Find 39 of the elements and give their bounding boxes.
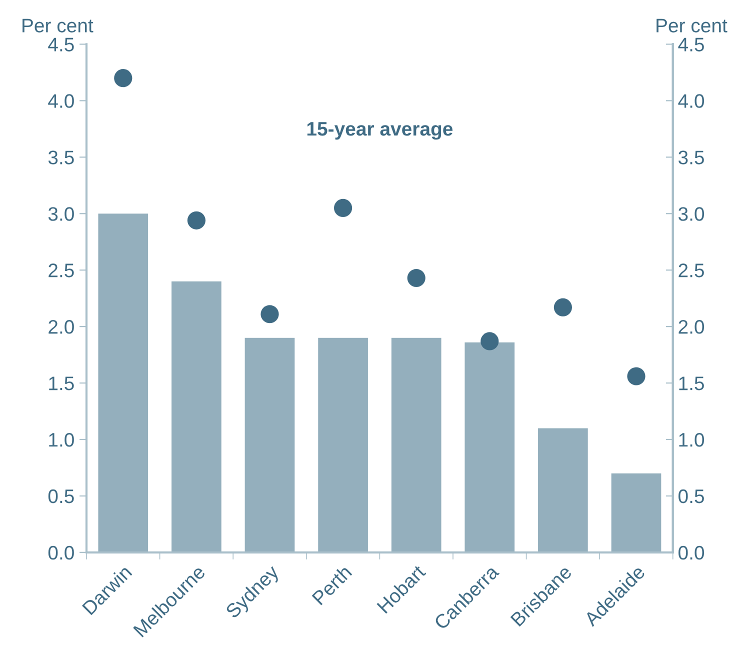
bar [391,338,442,552]
y2-axis-title: Per cent [656,18,728,32]
point [334,198,352,218]
point [260,305,279,324]
y-tick-label: 1.0 [49,432,74,447]
y-tick-label: 2.5 [48,264,74,278]
y2-tick-label: 1.0 [679,432,704,447]
text: 15-year average [307,122,453,140]
y2-tick-label: 0.5 [678,489,704,504]
point [627,367,646,386]
bar [98,214,148,552]
point [187,211,206,230]
point [480,332,499,350]
y2-tick-label: 4.0 [678,94,704,108]
y-tick-label: 1.5 [49,376,74,390]
y-tick-label: 3.0 [48,207,74,221]
point [407,268,426,288]
y2-tick-label: 2.0 [678,320,704,334]
bar [464,342,515,552]
y-tick-label: 2.0 [48,320,74,334]
bar [244,338,295,552]
y2-tick-label: 4.5 [678,38,704,52]
y2-tick-label: 2.5 [678,264,704,278]
y2-tick-label: 1.5 [679,376,704,390]
y2-tick-label: 3.5 [678,150,704,164]
y2-tick-label: 0.0 [678,546,704,560]
bar [611,473,662,552]
bar [318,338,368,552]
point [554,298,572,316]
bar [538,428,588,552]
y-tick-label: 3.5 [48,150,74,164]
point [114,69,132,88]
y-tick-label: 4.5 [48,38,74,52]
y-tick-label: 0.5 [48,489,74,504]
y-axis-title: Per cent [22,18,94,32]
y-tick-label: 0.0 [48,546,74,560]
y-tick-label: 4.0 [48,94,74,108]
y2-tick-label: 3.0 [678,207,704,221]
bar [172,281,222,552]
